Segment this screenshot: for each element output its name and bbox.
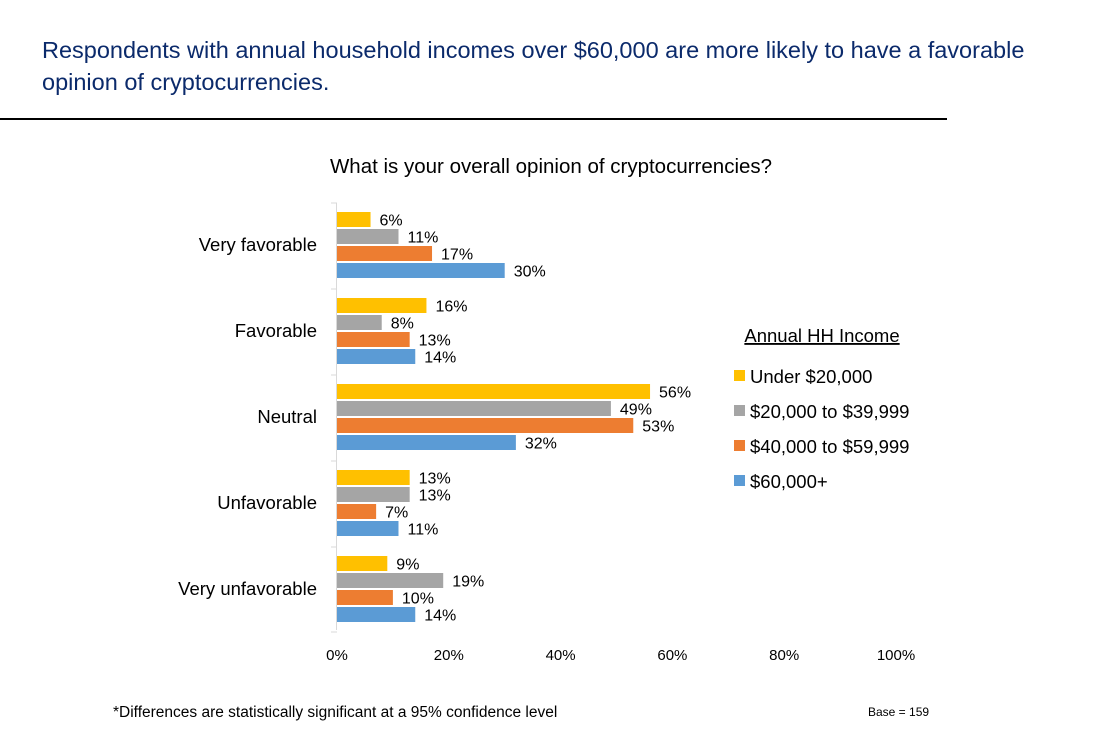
x-tick-label: 80% xyxy=(769,647,799,664)
x-tick-label: 40% xyxy=(546,647,576,664)
legend-swatch xyxy=(734,370,745,381)
bar xyxy=(337,349,416,364)
data-label: 11% xyxy=(407,522,438,539)
x-tick-label: 0% xyxy=(326,647,348,664)
bar xyxy=(337,263,505,278)
data-label: 10% xyxy=(402,591,434,608)
category-label: Neutral xyxy=(257,406,317,427)
bar xyxy=(337,315,382,330)
bar xyxy=(337,470,410,485)
bar xyxy=(337,504,377,519)
legend-swatch xyxy=(734,475,745,486)
data-label: 6% xyxy=(380,213,403,230)
data-label: 14% xyxy=(424,608,456,625)
legend-swatch xyxy=(734,440,745,451)
data-label: 53% xyxy=(642,419,674,436)
data-label: 13% xyxy=(419,488,451,505)
data-label: 19% xyxy=(452,574,484,591)
data-label: 56% xyxy=(659,385,691,402)
title-divider xyxy=(0,118,947,120)
slide-title: Respondents with annual household income… xyxy=(42,37,1025,95)
data-label: 7% xyxy=(385,505,408,522)
category-label: Very favorable xyxy=(199,234,317,255)
data-label: 9% xyxy=(396,557,419,574)
bar xyxy=(337,435,516,450)
legend-label: $20,000 to $39,999 xyxy=(750,401,909,422)
category-label: Very unfavorable xyxy=(178,578,317,599)
data-label: 17% xyxy=(441,247,473,264)
x-tick-label: 60% xyxy=(657,647,687,664)
bar xyxy=(337,332,410,347)
data-label: 13% xyxy=(419,471,451,488)
footnote: *Differences are statistically significa… xyxy=(113,704,558,721)
bar xyxy=(337,384,651,399)
chart-title: What is your overall opinion of cryptocu… xyxy=(330,155,772,178)
bar xyxy=(337,229,399,244)
bar xyxy=(337,246,433,261)
bar xyxy=(337,418,634,433)
data-label: 16% xyxy=(435,299,467,316)
bar xyxy=(337,298,427,313)
bar xyxy=(337,607,416,622)
legend: Annual HH Income Under $20,000 $20,000 to… xyxy=(734,325,909,492)
legend-swatch xyxy=(734,405,745,416)
bar xyxy=(337,573,444,588)
x-tick-label: 100% xyxy=(877,647,915,664)
data-label: 14% xyxy=(424,350,456,367)
bar xyxy=(337,487,410,502)
legend-label: $40,000 to $59,999 xyxy=(750,436,909,457)
base-note: Base = 159 xyxy=(868,705,930,719)
data-label: 30% xyxy=(514,264,546,281)
plot-area: 0% 20% 40% 60% 80% 100%Very favorable6%11%17%… xyxy=(178,202,915,664)
bar xyxy=(337,401,611,416)
bar-chart: What is your overall opinion of cryptocu… xyxy=(178,155,915,664)
bar xyxy=(337,556,388,571)
category-label: Favorable xyxy=(235,320,317,341)
data-label: 32% xyxy=(525,436,557,453)
x-tick-label: 20% xyxy=(434,647,464,664)
data-label: 13% xyxy=(419,333,451,350)
data-label: 8% xyxy=(391,316,414,333)
legend-label: $60,000+ xyxy=(750,471,828,492)
data-label: 11% xyxy=(407,230,438,247)
bar xyxy=(337,212,371,227)
category-label: Unfavorable xyxy=(217,492,317,513)
legend-label: Under $20,000 xyxy=(750,366,872,387)
bar xyxy=(337,590,393,605)
data-label: 49% xyxy=(620,402,652,419)
bar xyxy=(337,521,399,536)
legend-title: Annual HH Income xyxy=(744,325,899,346)
